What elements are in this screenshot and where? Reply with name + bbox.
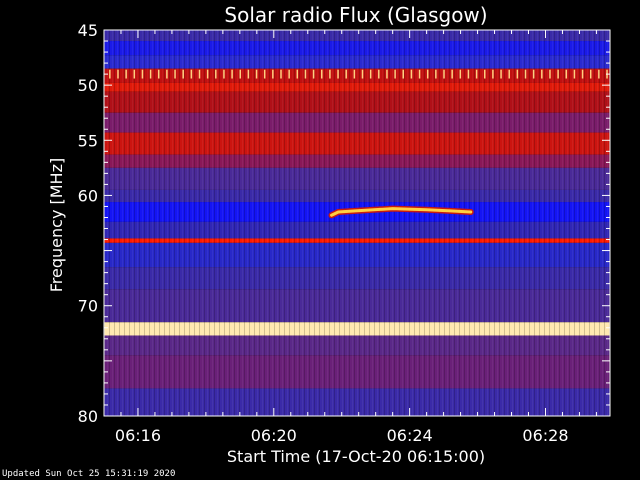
interference-tick: [426, 69, 429, 79]
interference-tick: [369, 69, 372, 79]
interference-tick: [166, 69, 168, 79]
interference-tick: [541, 69, 543, 79]
interference-tick: [435, 69, 437, 79]
interference-tick: [394, 69, 396, 79]
interference-tick: [353, 69, 356, 79]
interference-tick: [231, 69, 233, 79]
interference-tick: [484, 69, 486, 79]
interference-tick: [321, 69, 323, 79]
interference-tick: [133, 69, 136, 79]
interference-tick: [337, 69, 339, 79]
interference-tick: [361, 69, 364, 79]
interference-tick: [109, 69, 111, 79]
interference-tick: [492, 69, 494, 79]
interference-tick: [516, 69, 519, 79]
interference-tick: [198, 69, 201, 79]
interference-tick: [296, 69, 299, 79]
plot-area: [104, 30, 610, 416]
interference-tick: [345, 69, 347, 79]
interference-tick: [263, 69, 266, 79]
chart-title: Solar radio Flux (Glasgow): [224, 3, 487, 27]
y-tick-label: 55: [78, 131, 98, 150]
x-tick-label: 06:16: [115, 426, 161, 445]
interference-tick: [247, 69, 250, 79]
y-tick-label: 70: [78, 297, 98, 316]
x-tick-label: 06:20: [251, 426, 297, 445]
interference-tick: [475, 69, 478, 79]
vertical-streaks: [104, 30, 610, 416]
updated-timestamp: Updated Sun Oct 25 15:31:19 2020: [2, 469, 176, 479]
interference-tick: [508, 69, 510, 79]
interference-tick: [378, 69, 380, 79]
interference-tick: [215, 69, 217, 79]
interference-tick: [573, 69, 576, 79]
interference-tick: [182, 69, 184, 79]
interference-tick: [117, 69, 119, 79]
x-axis: 06:16 06:20 06:24 06:28: [103, 30, 597, 445]
interference-tick: [288, 69, 290, 79]
interference-tick: [459, 69, 462, 79]
interference-tick: [589, 69, 592, 79]
interference-tick: [223, 69, 225, 79]
x-tick-label: 06:24: [387, 426, 433, 445]
interference-tick: [141, 69, 144, 79]
interference-tick: [190, 69, 193, 79]
interference-tick: [598, 69, 600, 79]
x-tick-label: 06:28: [522, 426, 568, 445]
interference-tick: [532, 69, 535, 79]
interference-tick: [312, 69, 315, 79]
interference-tick: [386, 69, 388, 79]
interference-tick: [418, 69, 421, 79]
plot-frame: [103, 29, 611, 417]
interference-tick: [549, 69, 551, 79]
y-tick-label: 45: [78, 21, 98, 40]
interference-tick: [304, 69, 307, 79]
interference-tick: [524, 69, 527, 79]
y-tick-label: 50: [78, 76, 98, 95]
interference-tick: [500, 69, 502, 79]
interference-tick: [149, 69, 152, 79]
y-axis: 45 50 55 60 70 80: [78, 21, 610, 426]
interference-tick: [280, 69, 282, 79]
interference-tick: [239, 69, 241, 79]
interference-tick: [557, 69, 559, 79]
interference-tick: [255, 69, 258, 79]
interference-tick: [451, 69, 453, 79]
interference-tick: [157, 69, 160, 79]
interference-tick: [329, 69, 331, 79]
interference-tick: [402, 69, 405, 79]
interference-tick: [443, 69, 445, 79]
interference-tick: [467, 69, 470, 79]
interference-tick: [272, 69, 274, 79]
burst-trace: [330, 207, 473, 217]
interference-tick: [581, 69, 584, 79]
x-axis-title: Start Time (17-Oct-20 06:15:00): [227, 447, 485, 466]
y-tick-label: 80: [78, 407, 98, 426]
interference-tick: [125, 69, 127, 79]
y-tick-label: 60: [78, 186, 98, 205]
y-axis-title: Frequency [MHz]: [47, 158, 66, 292]
interference-tick: [410, 69, 413, 79]
interference-tick: [174, 69, 176, 79]
interference-tick: [565, 69, 568, 79]
interference-tick: [206, 69, 209, 79]
